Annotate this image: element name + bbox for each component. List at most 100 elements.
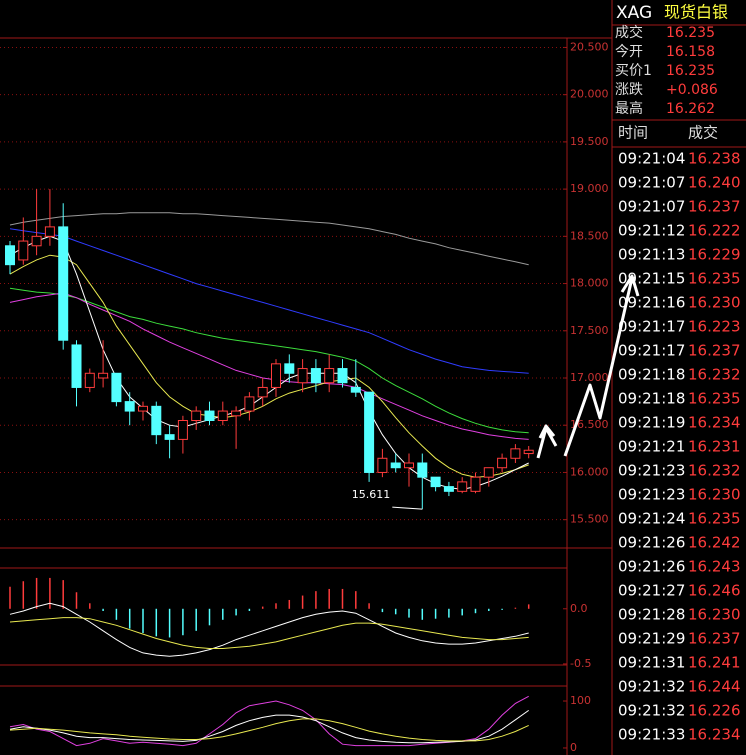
trade-price: 16.232 — [688, 366, 741, 384]
quote-value: +0.086 — [666, 82, 718, 98]
ma-line — [9, 254, 529, 478]
quote-label: 成交 — [615, 24, 643, 41]
candle-body — [44, 226, 55, 237]
y-tick-label: 17.000 — [570, 371, 609, 384]
y-tick-label: 20.500 — [570, 40, 609, 53]
y-tick-label: 19.000 — [570, 182, 609, 195]
trade-price: 16.231 — [688, 438, 741, 456]
candle-body — [5, 245, 15, 266]
quote-label: 涨跌 — [615, 82, 643, 98]
ma-line — [9, 292, 529, 440]
candle-body — [138, 405, 148, 412]
trade-time: 09:21:07 — [618, 198, 685, 216]
candle-body — [430, 476, 441, 488]
quote-value: 16.235 — [666, 63, 715, 79]
trade-time: 09:21:17 — [618, 342, 685, 360]
ma-line — [9, 718, 529, 742]
candle-body — [124, 401, 135, 412]
trade-time: 09:21:26 — [618, 558, 685, 576]
trade-price: 16.235 — [688, 510, 741, 528]
trade-price: 16.234 — [688, 726, 741, 744]
y-tick-label: 15.500 — [570, 513, 609, 526]
charts: 15.500 16.000 16.500 17.000 17.500 18.000 18.5… — [0, 40, 609, 754]
trade-price: 16.234 — [688, 414, 741, 432]
trade-time: 09:21:24 — [618, 510, 685, 528]
quote-label: 买价1 — [615, 63, 652, 79]
candle-body — [271, 363, 281, 388]
hand-drawn-arrows — [536, 274, 640, 459]
candle-body — [310, 368, 321, 384]
arrowhead — [538, 424, 556, 439]
quote-value: 16.262 — [666, 101, 715, 117]
trade-price: 16.235 — [688, 270, 741, 288]
candle-body — [417, 462, 428, 478]
annotation-leader — [392, 506, 423, 510]
candle-body — [377, 457, 388, 473]
trade-time: 09:21:13 — [618, 246, 685, 264]
candle-body — [217, 410, 228, 421]
trade-price: 16.242 — [688, 534, 741, 552]
trade-time: 09:21:17 — [618, 318, 685, 336]
y-tick-label: 0 — [570, 741, 577, 754]
column-header: 成交 — [688, 124, 718, 142]
candle-body — [470, 476, 481, 492]
trade-time: 09:21:32 — [618, 702, 685, 720]
candle-body — [257, 386, 268, 398]
y-tick-label: -0.5 — [570, 657, 591, 670]
ma-line — [9, 212, 529, 266]
candle-body — [404, 462, 414, 469]
trade-time: 09:21:33 — [618, 726, 685, 744]
candle-body — [151, 405, 162, 436]
arrow — [563, 277, 634, 457]
instrument-name: 现货白银 — [664, 3, 728, 22]
candle-body — [204, 410, 215, 421]
trade-time: 09:21:32 — [618, 678, 685, 696]
y-tick-label: 18.500 — [570, 229, 609, 242]
trade-price: 16.240 — [688, 174, 741, 192]
ma-line — [9, 287, 529, 434]
column-header: 时间 — [618, 124, 648, 142]
candle-body — [164, 434, 175, 440]
trade-time: 09:21:18 — [618, 390, 685, 408]
candle-body — [98, 372, 109, 379]
trade-price: 16.229 — [688, 246, 741, 264]
y-tick-label: 19.500 — [570, 135, 609, 148]
candle-body — [231, 410, 242, 417]
trade-price: 16.235 — [688, 390, 741, 408]
trade-price: 16.222 — [688, 222, 741, 240]
candle-body — [18, 240, 29, 261]
candle-body — [497, 457, 508, 469]
trade-price: 16.237 — [688, 630, 741, 648]
quote-value: 16.235 — [666, 25, 715, 41]
ma-line — [9, 709, 529, 744]
trade-price: 16.232 — [688, 462, 741, 480]
ma-line — [9, 228, 529, 374]
y-tick-label: 100 — [570, 694, 591, 707]
y-tick-label: 0.0 — [570, 602, 588, 615]
trade-time: 09:21:18 — [618, 366, 685, 384]
candle-body — [84, 372, 95, 388]
trade-time: 09:21:04 — [618, 150, 685, 168]
ma-line — [9, 235, 529, 490]
candle-body — [58, 226, 69, 341]
trade-time: 09:21:23 — [618, 486, 685, 504]
trade-price: 16.246 — [688, 582, 741, 600]
quote-label: 今开 — [615, 44, 643, 60]
candle-body — [510, 448, 521, 459]
y-tick-label: 18.000 — [570, 277, 609, 290]
trade-price: 16.237 — [688, 342, 741, 360]
candle-body — [337, 368, 348, 384]
trade-time: 09:21:21 — [618, 438, 685, 456]
candle-body — [324, 368, 335, 384]
candle-body — [350, 386, 361, 393]
candle-body — [297, 368, 308, 384]
quote-value: 16.158 — [666, 44, 715, 60]
candle-body — [523, 449, 534, 455]
y-tick-label: 16.000 — [570, 465, 609, 478]
trade-price: 16.226 — [688, 702, 741, 720]
trade-time: 09:21:16 — [618, 294, 685, 312]
symbol: XAG — [616, 3, 652, 23]
trade-time: 09:21:23 — [618, 462, 685, 480]
